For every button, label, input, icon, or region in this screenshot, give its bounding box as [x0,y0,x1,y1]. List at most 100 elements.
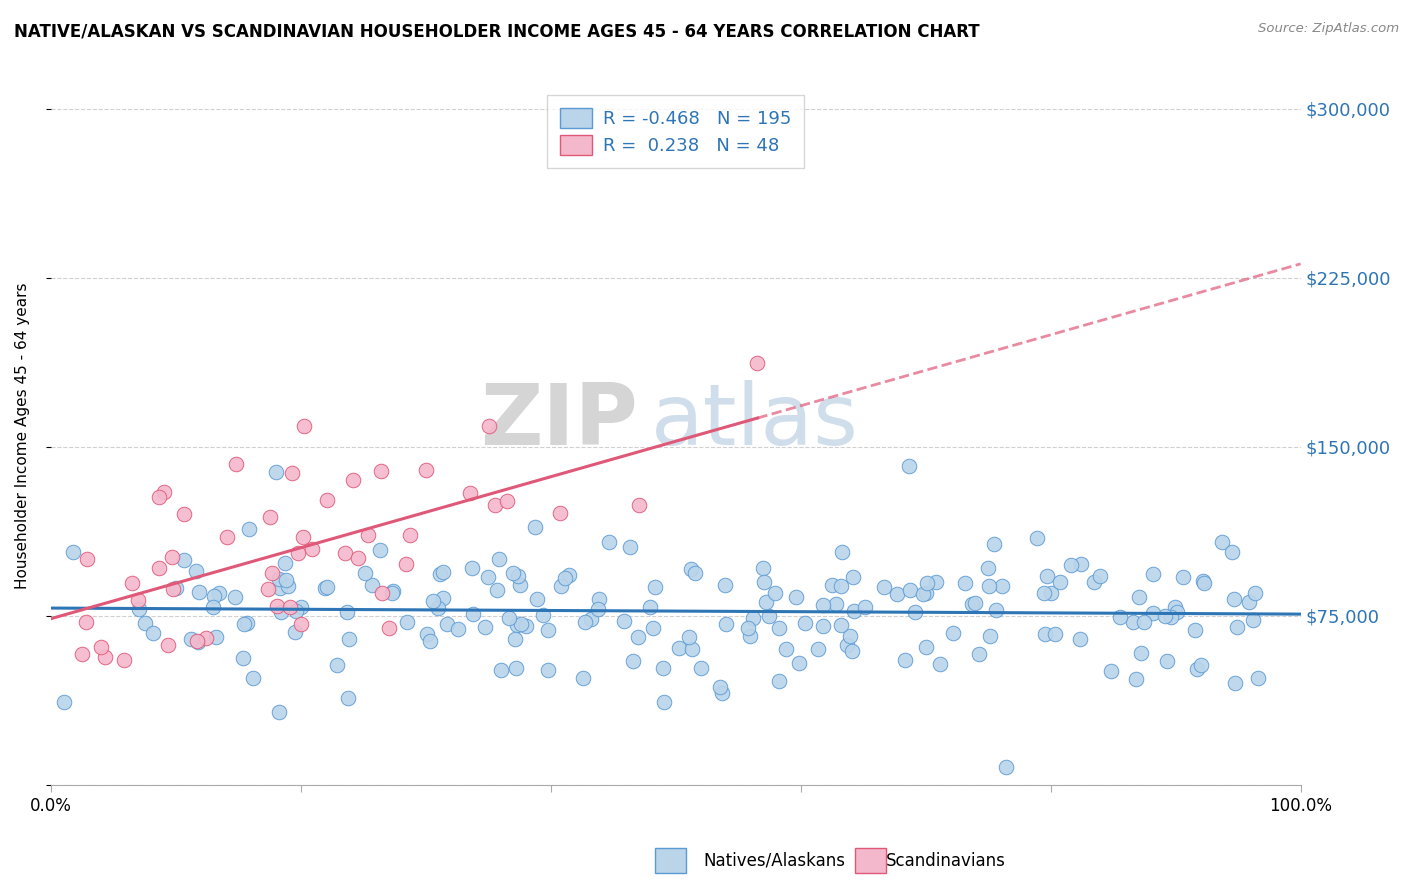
Point [398,528,420,542]
Point [180,632,202,646]
Point [187,634,209,648]
Point [290,600,312,615]
Point [806,642,828,657]
Point [314,582,336,596]
Text: NATIVE/ALASKAN VS SCANDINAVIAN HOUSEHOLDER INCOME AGES 45 - 64 YEARS CORRELATION: NATIVE/ALASKAN VS SCANDINAVIAN HOUSEHOLD… [14,22,980,40]
Point [1108,610,1130,624]
Point [422,593,444,607]
Point [574,615,596,630]
Point [1099,664,1122,678]
Point [963,596,986,610]
Point [1088,569,1111,583]
Point [395,615,418,630]
Point [215,530,238,544]
Point [842,570,865,584]
Point [955,575,977,590]
Point [371,586,394,600]
Point [165,582,187,596]
Point [775,642,797,657]
Point [1166,605,1188,619]
Point [1185,662,1208,676]
Point [382,583,405,598]
Point [1133,615,1156,630]
Text: ZIP: ZIP [481,380,638,463]
Point [928,657,950,671]
Point [274,556,297,570]
Point [508,569,530,583]
Point [326,657,349,672]
Point [205,630,228,644]
Point [195,631,218,645]
Point [830,618,852,632]
Point [984,603,1007,617]
Point [793,616,815,631]
Point [160,549,183,564]
Point [714,617,737,632]
Point [844,604,866,618]
Point [821,578,844,592]
Point [1222,591,1244,606]
Point [378,621,401,635]
Point [256,582,278,596]
Point [510,616,533,631]
Point [354,566,377,580]
Point [1032,586,1054,600]
Point [370,464,392,478]
Point [336,605,359,619]
Point [368,543,391,558]
Point [1040,586,1063,600]
Point [898,458,921,473]
Point [202,600,225,615]
Point [269,705,291,719]
Point [911,587,934,601]
Point [208,586,231,600]
Point [460,561,482,575]
Point [90,640,112,654]
Point [811,619,834,633]
Point [652,695,675,709]
Point [148,561,170,575]
Point [316,581,339,595]
Point [915,640,938,655]
Point [830,579,852,593]
Point [558,568,581,582]
Point [162,582,184,596]
Point [266,599,288,613]
Point [242,671,264,685]
Point [678,630,700,644]
Point [550,579,572,593]
Point [841,644,863,658]
Y-axis label: Householder Income Ages 45 - 64 years: Householder Income Ages 45 - 64 years [15,282,30,589]
Point [1247,671,1270,685]
Point [681,562,703,576]
Point [505,632,527,647]
Point [419,634,441,648]
Point [825,597,848,611]
Point [381,586,404,600]
Point [917,575,939,590]
Point [474,620,496,634]
Point [598,534,620,549]
Point [269,582,291,596]
Point [1164,599,1187,614]
Point [426,601,449,615]
Point [768,621,790,635]
Point [838,629,860,643]
Point [1225,676,1247,690]
Point [1237,595,1260,609]
Point [62,545,84,559]
Point [270,605,292,619]
Point [478,419,501,434]
Point [259,510,281,524]
Point [1226,620,1249,634]
Point [526,592,548,607]
Point [290,617,312,632]
Point [280,600,302,615]
Point [173,553,195,567]
Point [1142,606,1164,620]
Point [1154,609,1177,624]
Point [1171,570,1194,584]
Point [548,506,571,520]
Point [277,579,299,593]
Point [460,486,482,500]
